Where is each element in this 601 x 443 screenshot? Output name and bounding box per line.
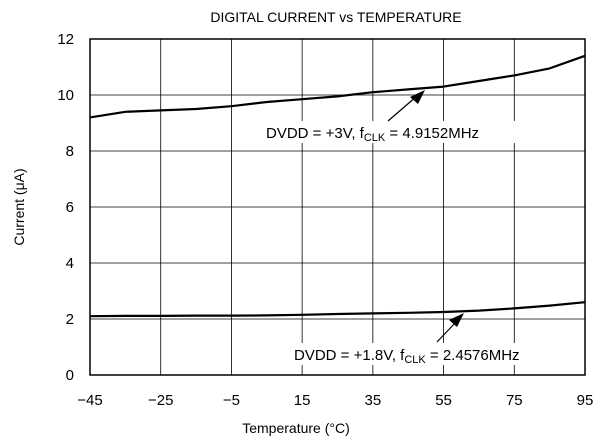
series-line-2 bbox=[89, 301, 586, 318]
x-tick-label: 55 bbox=[435, 392, 452, 409]
series-lines bbox=[89, 54, 586, 318]
x-tick-label: −25 bbox=[148, 392, 173, 409]
annotation-series-1: DVDD = +3V, fCLK = 4.9152MHz bbox=[262, 90, 560, 144]
annotation-series-2: DVDD = +1.8V, fCLK = 2.4576MHz bbox=[290, 313, 580, 366]
y-tick-labels: 0 2 4 6 8 10 12 bbox=[57, 31, 74, 384]
annotation-bg-1 bbox=[262, 121, 560, 143]
annotation-label-1: DVDD = +3V, fCLK = 4.9152MHz bbox=[266, 125, 479, 144]
y-tick-label: 2 bbox=[66, 311, 74, 328]
x-tick-labels: −45 −25 −5 15 35 55 75 95 bbox=[77, 392, 593, 409]
y-axis-label: Current (μA) bbox=[11, 168, 27, 245]
plot-frame bbox=[89, 38, 586, 376]
y-tick-label: 12 bbox=[57, 31, 74, 48]
y-tick-label: 8 bbox=[66, 143, 74, 160]
x-tick-label: −5 bbox=[223, 392, 240, 409]
x-tick-label: 75 bbox=[506, 392, 523, 409]
annotation-arrow-1 bbox=[387, 95, 418, 122]
grid bbox=[89, 38, 586, 376]
series-line-1 bbox=[89, 54, 586, 119]
x-tick-label: −45 bbox=[77, 392, 102, 409]
annotation-arrowhead-2 bbox=[449, 313, 464, 327]
y-tick-label: 0 bbox=[66, 367, 74, 384]
x-axis-label: Temperature (°C) bbox=[242, 420, 350, 436]
annotation-label-2: DVDD = +1.8V, fCLK = 2.4576MHz bbox=[294, 347, 520, 366]
y-tick-label: 4 bbox=[66, 255, 74, 272]
y-tick-label: 6 bbox=[66, 199, 74, 216]
annotation-arrow-2 bbox=[436, 321, 457, 343]
y-tick-label: 10 bbox=[57, 87, 74, 104]
chart-title: DIGITAL CURRENT vs TEMPERATURE bbox=[210, 9, 461, 25]
annotation-arrowhead-1 bbox=[410, 90, 425, 104]
annotation-bg-2 bbox=[290, 343, 580, 365]
x-tick-label: 15 bbox=[294, 392, 311, 409]
x-tick-label: 95 bbox=[577, 392, 594, 409]
x-tick-label: 35 bbox=[365, 392, 382, 409]
